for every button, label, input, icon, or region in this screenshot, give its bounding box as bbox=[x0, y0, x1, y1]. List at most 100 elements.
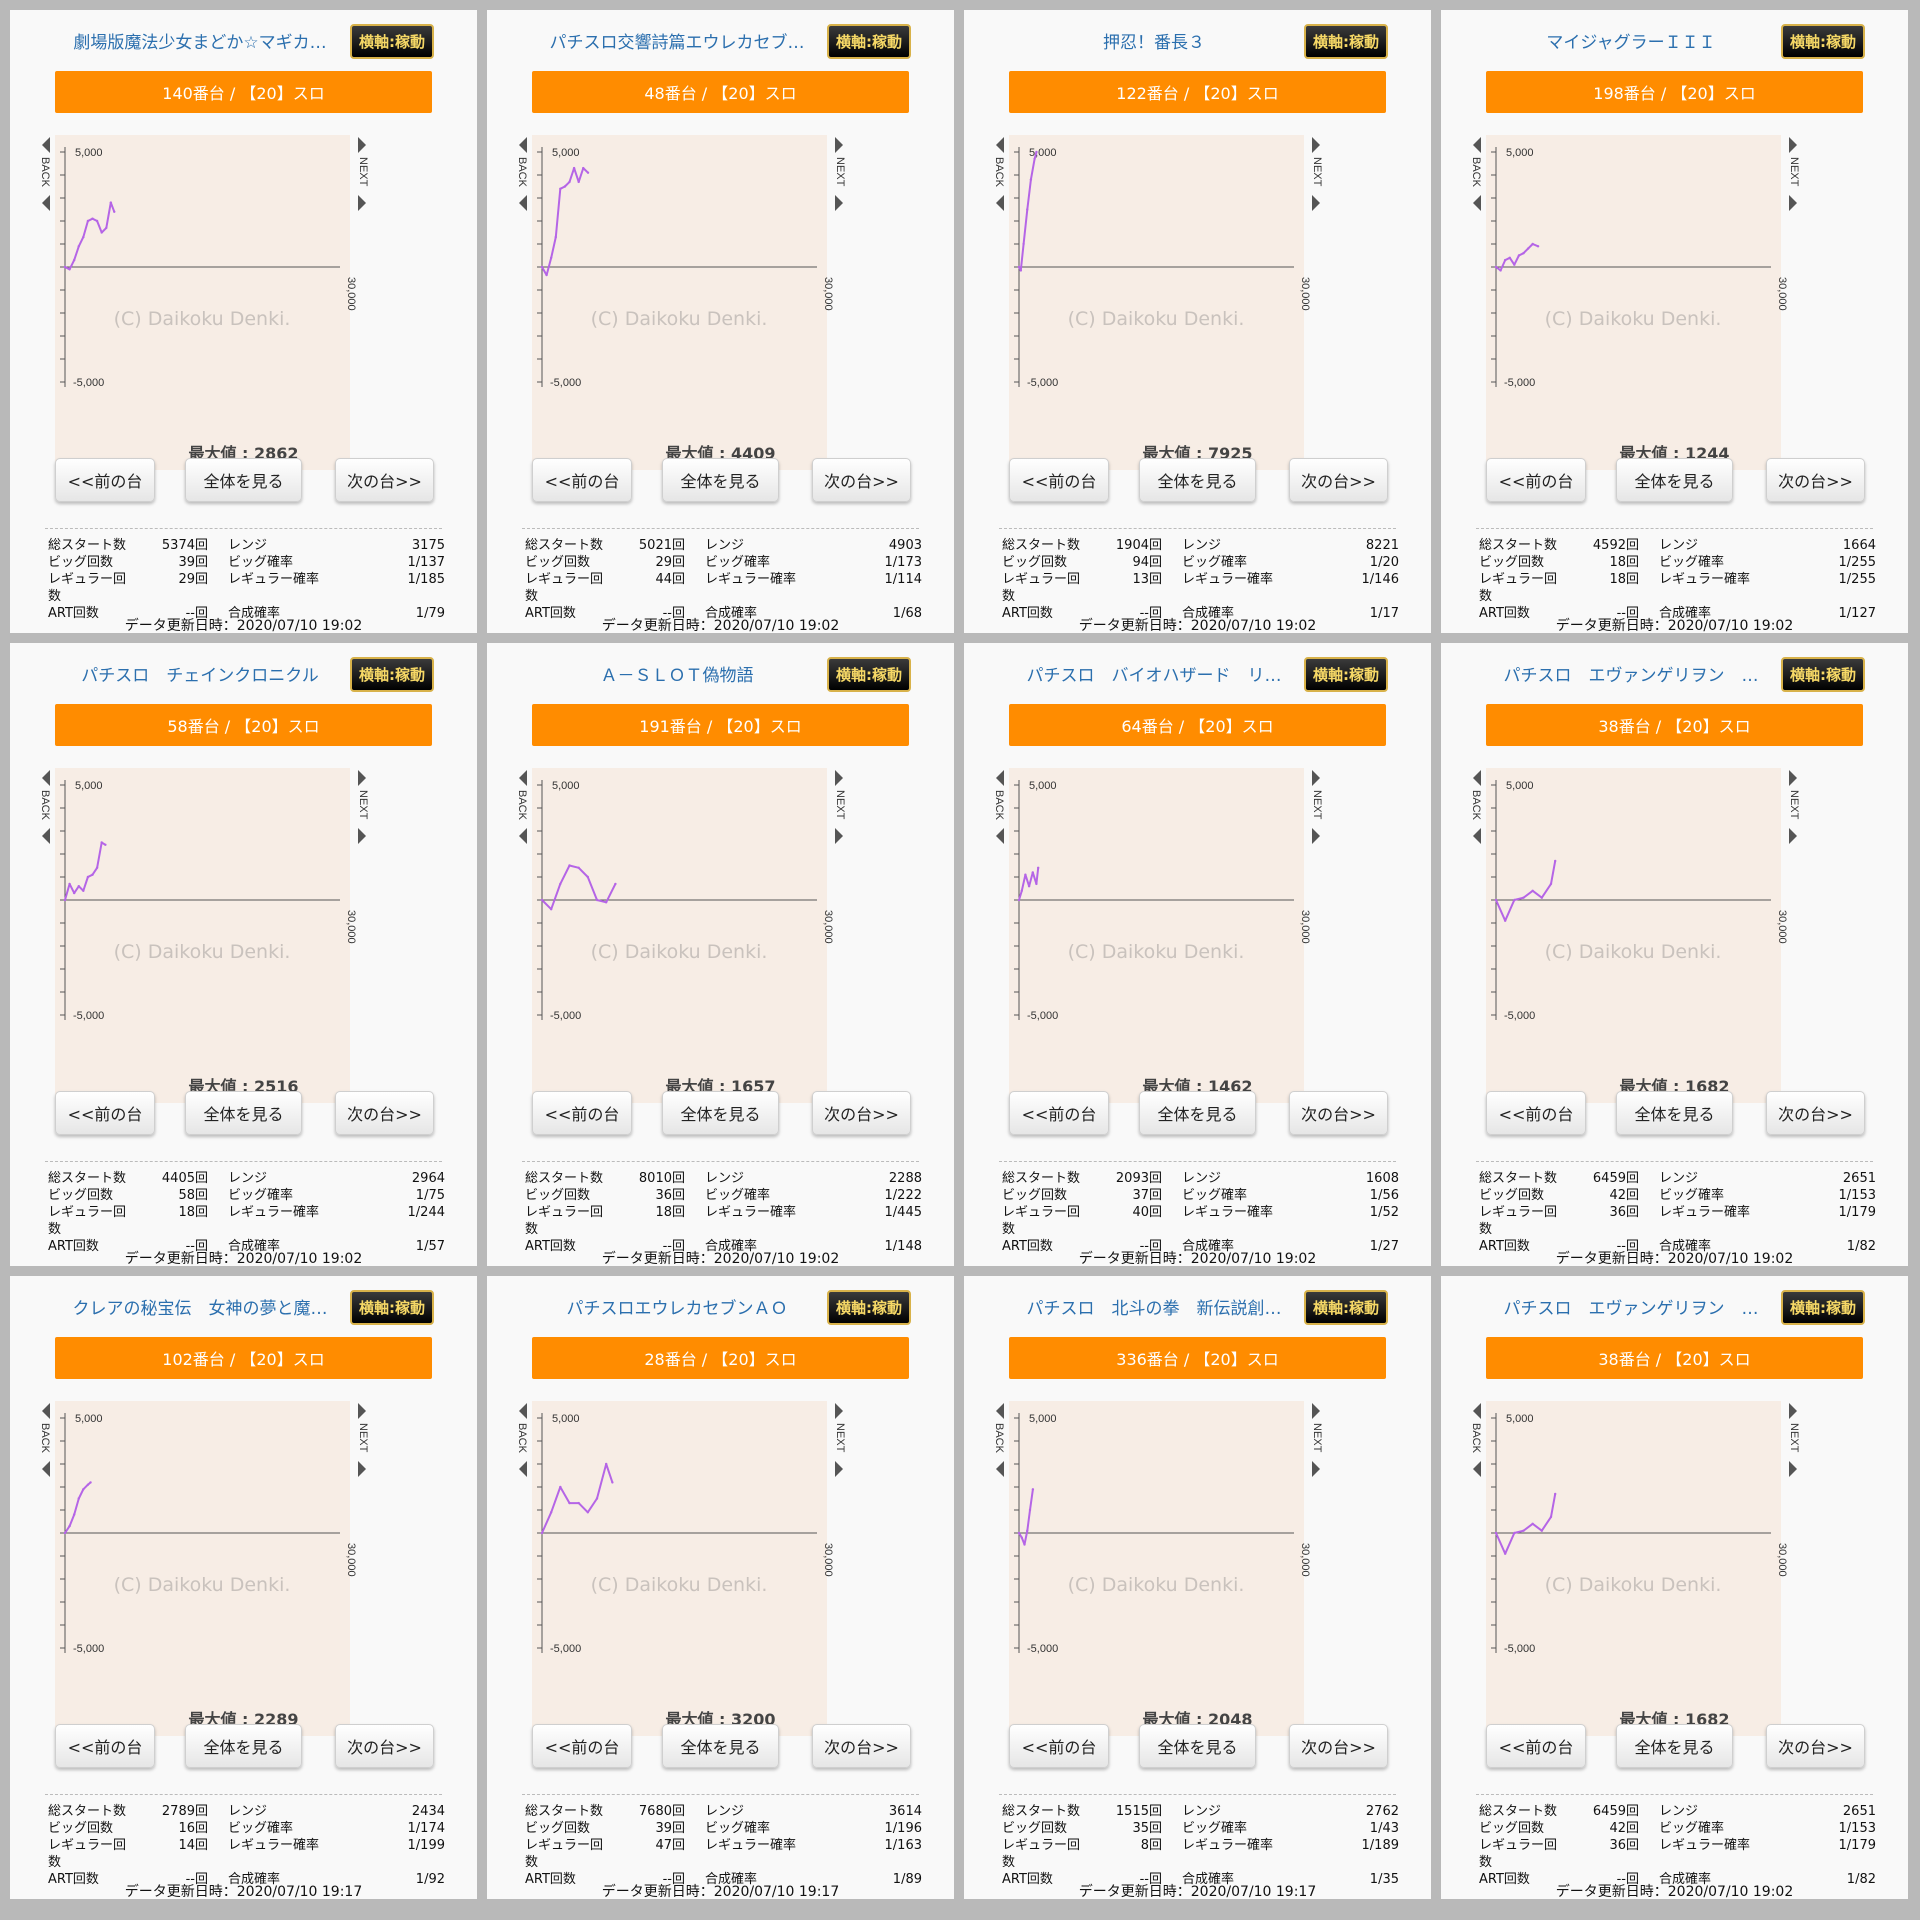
axis-mode-badge[interactable]: 横軸:稼動 bbox=[1781, 657, 1865, 692]
view-all-button[interactable]: 全体を見る bbox=[185, 1091, 302, 1135]
data-point bbox=[1026, 1529, 1029, 1532]
back-arrow-icon bbox=[1473, 828, 1481, 844]
next-machine-button[interactable]: 次の台>> bbox=[1289, 1724, 1388, 1768]
next-machine-button[interactable]: 次の台>> bbox=[335, 1091, 434, 1135]
divider bbox=[999, 528, 1396, 529]
stat-label: レギュラー確率 bbox=[1182, 1838, 1274, 1853]
stat-value: 18回 bbox=[178, 1205, 208, 1220]
next-machine-button[interactable]: 次の台>> bbox=[1766, 1724, 1865, 1768]
view-all-button[interactable]: 全体を見る bbox=[1616, 458, 1733, 502]
axis-mode-badge[interactable]: 横軸:稼動 bbox=[827, 24, 911, 59]
prev-machine-button[interactable]: <<前の台 bbox=[532, 1091, 632, 1135]
view-all-button[interactable]: 全体を見る bbox=[662, 458, 779, 502]
prev-machine-button[interactable]: <<前の台 bbox=[1486, 1724, 1586, 1768]
machine-title[interactable]: クレアの秘宝伝 女神の夢と魔… bbox=[72, 1299, 328, 1319]
stat-label: レギュラー確率 bbox=[1659, 1205, 1751, 1220]
machine-title[interactable]: パチスロエウレカセブンＡＯ bbox=[566, 1299, 788, 1319]
data-point bbox=[68, 268, 71, 271]
prev-machine-button[interactable]: <<前の台 bbox=[55, 1724, 155, 1768]
view-all-button[interactable]: 全体を見る bbox=[185, 1724, 302, 1768]
prev-machine-button[interactable]: <<前の台 bbox=[1009, 1091, 1109, 1135]
machine-title[interactable]: マイジャグラーＩＩＩ bbox=[1546, 33, 1716, 53]
view-all-button[interactable]: 全体を見る bbox=[662, 1091, 779, 1135]
prev-machine-button[interactable]: <<前の台 bbox=[1009, 1724, 1109, 1768]
axis-mode-badge[interactable]: 横軸:稼動 bbox=[1304, 1290, 1388, 1325]
back-label: BACK bbox=[517, 790, 528, 821]
data-point bbox=[77, 245, 80, 248]
data-point bbox=[1031, 1488, 1035, 1491]
axis-mode-badge[interactable]: 横軸:稼動 bbox=[827, 1290, 911, 1325]
stats-row: ビッグ回数 42回 ビッグ確率 1/153 bbox=[1479, 1187, 1876, 1204]
prev-machine-button[interactable]: <<前の台 bbox=[1009, 458, 1109, 502]
stats-row: ビッグ回数 39回 ビッグ確率 1/137 bbox=[48, 554, 445, 571]
back-arrow-icon bbox=[519, 1403, 527, 1419]
machine-title[interactable]: パチスロ エヴァンゲリヲン … bbox=[1503, 1299, 1759, 1319]
machine-title[interactable]: パチスロ バイオハザード リ… bbox=[1026, 666, 1282, 686]
axis-mode-badge[interactable]: 横軸:稼動 bbox=[1781, 1290, 1865, 1325]
data-point bbox=[1522, 896, 1525, 899]
next-machine-button[interactable]: 次の台>> bbox=[812, 458, 911, 502]
stat-value: 1/79 bbox=[415, 606, 445, 621]
prev-machine-button[interactable]: <<前の台 bbox=[1486, 458, 1586, 502]
axis-mode-badge[interactable]: 横軸:稼動 bbox=[350, 1290, 434, 1325]
next-machine-button[interactable]: 次の台>> bbox=[335, 458, 434, 502]
prev-machine-button[interactable]: <<前の台 bbox=[55, 1091, 155, 1135]
stat-value: --回 bbox=[185, 1239, 208, 1254]
view-all-button[interactable]: 全体を見る bbox=[662, 1724, 779, 1768]
stat-value: 1/114 bbox=[884, 572, 922, 587]
axis-mode-badge[interactable]: 横軸:稼動 bbox=[1781, 24, 1865, 59]
data-point bbox=[572, 166, 576, 170]
machine-title[interactable]: 劇場版魔法少女まどか☆マギカ… bbox=[73, 33, 327, 53]
stats-row: ビッグ回数 16回 ビッグ確率 1/174 bbox=[48, 1820, 445, 1837]
data-point bbox=[82, 1488, 85, 1491]
machine-title[interactable]: パチスロ チェインクロニクル bbox=[81, 666, 319, 686]
data-point bbox=[1503, 1552, 1507, 1555]
next-machine-button[interactable]: 次の台>> bbox=[1766, 458, 1865, 502]
view-all-button[interactable]: 全体を見る bbox=[1616, 1724, 1733, 1768]
back-arrow-icon bbox=[1473, 1461, 1481, 1477]
prev-machine-button[interactable]: <<前の台 bbox=[1486, 1091, 1586, 1135]
prev-machine-button[interactable]: <<前の台 bbox=[532, 1724, 632, 1768]
data-point bbox=[1022, 242, 1025, 246]
stat-value: 5021回 bbox=[638, 538, 685, 553]
next-machine-button[interactable]: 次の台>> bbox=[335, 1724, 434, 1768]
data-point bbox=[63, 1531, 67, 1535]
stats-table: 総スタート数 4405回 レンジ 2964 ビッグ回数 58回 ビッグ確率 1/… bbox=[48, 1170, 445, 1255]
data-point bbox=[82, 889, 85, 892]
stat-label: 総スタート数 bbox=[525, 538, 604, 553]
data-point bbox=[95, 866, 99, 869]
y-tick-label-top: 5,000 bbox=[1029, 780, 1057, 792]
axis-mode-badge[interactable]: 横軸:稼動 bbox=[1304, 657, 1388, 692]
updated-time: データ更新日時：2020/07/10 19:17 bbox=[487, 1881, 954, 1899]
machine-title[interactable]: パチスロ交響詩篇エウレカセブ… bbox=[549, 33, 805, 53]
slump-chart-svg: 5,000 -5,000 30,000 (C) Daikoku Denki. BACK N… bbox=[40, 135, 369, 470]
data-point bbox=[559, 882, 562, 886]
view-all-button[interactable]: 全体を見る bbox=[1616, 1091, 1733, 1135]
view-all-button[interactable]: 全体を見る bbox=[1139, 1091, 1256, 1135]
machine-title[interactable]: Ａ－ＳＬＯＴ偽物語 bbox=[600, 666, 754, 686]
view-all-button[interactable]: 全体を見る bbox=[1139, 1724, 1256, 1768]
stats-row: ART回数 --回 合成確率 1/92 bbox=[48, 1871, 445, 1888]
view-all-button[interactable]: 全体を見る bbox=[1139, 458, 1256, 502]
axis-mode-badge[interactable]: 横軸:稼動 bbox=[827, 657, 911, 692]
prev-machine-button[interactable]: <<前の台 bbox=[532, 458, 632, 502]
next-machine-button[interactable]: 次の台>> bbox=[1289, 458, 1388, 502]
slump-chart: 5,000 -5,000 30,000 (C) Daikoku Denki. BACK N… bbox=[994, 125, 1404, 470]
axis-mode-badge[interactable]: 横軸:稼動 bbox=[350, 24, 434, 59]
machine-title[interactable]: 押忍！番長３ bbox=[1103, 33, 1205, 53]
view-all-button[interactable]: 全体を見る bbox=[185, 458, 302, 502]
machine-title[interactable]: パチスロ エヴァンゲリヲン … bbox=[1503, 666, 1759, 686]
axis-mode-badge[interactable]: 横軸:稼動 bbox=[350, 657, 434, 692]
next-machine-button[interactable]: 次の台>> bbox=[812, 1724, 911, 1768]
prev-machine-button[interactable]: <<前の台 bbox=[55, 458, 155, 502]
machine-number-bar: 336番台 / 【20】スロ bbox=[1009, 1337, 1386, 1379]
next-machine-button[interactable]: 次の台>> bbox=[812, 1091, 911, 1135]
next-machine-button[interactable]: 次の台>> bbox=[1289, 1091, 1388, 1135]
next-machine-button[interactable]: 次の台>> bbox=[1766, 1091, 1865, 1135]
data-point bbox=[545, 273, 548, 277]
machine-title[interactable]: パチスロ 北斗の拳 新伝説創… bbox=[1026, 1299, 1282, 1319]
x-tick-label-end: 30,000 bbox=[822, 910, 834, 944]
stat-label: 総スタート数 bbox=[525, 1804, 604, 1819]
axis-mode-badge[interactable]: 横軸:稼動 bbox=[1304, 24, 1388, 59]
stat-label: レンジ bbox=[228, 1804, 268, 1819]
